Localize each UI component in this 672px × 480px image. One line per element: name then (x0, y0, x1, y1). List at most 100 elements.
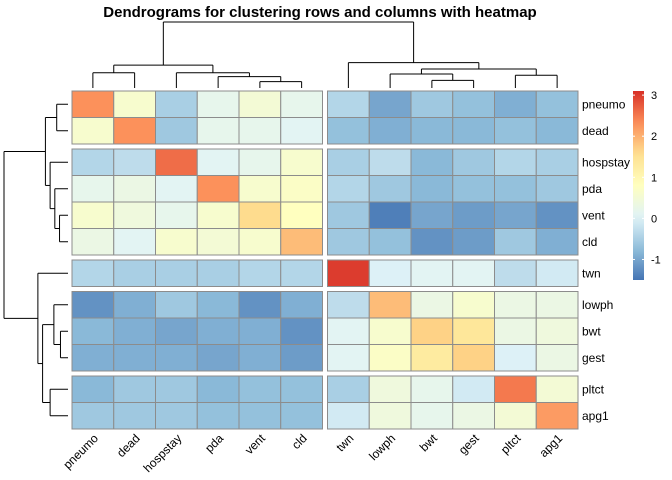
heatmap-cell (155, 375, 198, 403)
heatmap-cell (238, 90, 282, 118)
heatmap-cell (71, 259, 115, 287)
heatmap-cell (238, 317, 282, 345)
legend-tick-label: -1 (651, 254, 661, 266)
heatmap-cell (327, 228, 370, 256)
heatmap-cell (196, 402, 240, 430)
heatmap-cell (113, 117, 156, 145)
heatmap-cell (410, 117, 454, 145)
heatmap-cell (327, 90, 370, 118)
heatmap-cell (368, 117, 412, 145)
heatmap-cell (535, 175, 579, 203)
heatmap-cell (368, 90, 412, 118)
heatmap-cell (155, 291, 198, 319)
heatmap-cell (280, 148, 323, 176)
heatmap-cell (238, 148, 282, 176)
row-labels: pneumo dead hospstay pda vent cld twn lowph bwt g… (582, 97, 630, 423)
heatmap-cell (368, 317, 412, 345)
heatmap-cell (494, 228, 537, 256)
heatmap-cell (494, 375, 537, 403)
heatmap-cell (535, 402, 579, 430)
column-label: pneumo (60, 431, 101, 472)
heatmap-cell (155, 259, 198, 287)
heatmap-cell (327, 259, 370, 287)
heatmap-cell (327, 402, 370, 430)
row-label: gest (582, 351, 605, 365)
heatmap-cells (71, 90, 579, 430)
heatmap-cell (494, 148, 537, 176)
row-label: pda (582, 182, 602, 196)
heatmap-cell (71, 317, 115, 345)
heatmap-cell (452, 317, 495, 345)
heatmap-cell (452, 259, 495, 287)
legend-tick-label: 0 (651, 213, 657, 225)
heatmap-cell (196, 291, 240, 319)
row-label: bwt (582, 324, 601, 338)
heatmap-cell (113, 175, 156, 203)
heatmap-cell (280, 175, 323, 203)
column-label: bwt (417, 431, 441, 455)
heatmap-cell (238, 201, 282, 229)
heatmap-cell (196, 148, 240, 176)
heatmap-cell (238, 228, 282, 256)
heatmap-cell (368, 291, 412, 319)
heatmap-cell (535, 117, 579, 145)
heatmap-cell (71, 228, 115, 256)
legend-tick-label: 1 (651, 172, 657, 184)
heatmap-cell (196, 228, 240, 256)
heatmap-cell (494, 201, 537, 229)
heatmap-cell (196, 259, 240, 287)
heatmap-cell (155, 90, 198, 118)
row-label: vent (582, 208, 605, 222)
heatmap-cell (494, 291, 537, 319)
heatmap-cell (327, 291, 370, 319)
heatmap-cell (327, 201, 370, 229)
heatmap-cell (71, 375, 115, 403)
heatmap-cell (238, 375, 282, 403)
heatmap-cell (155, 117, 198, 145)
heatmap-cell (452, 201, 495, 229)
column-label: cld (289, 431, 310, 452)
column-label: lowph (366, 431, 398, 463)
heatmap-cell (155, 175, 198, 203)
heatmap-cell (327, 375, 370, 403)
heatmap-cell (280, 228, 323, 256)
heatmap-cell (196, 344, 240, 372)
row-label: pltct (582, 382, 605, 396)
heatmap-cell (113, 201, 156, 229)
heatmap-cell (113, 317, 156, 345)
heatmap-cell (113, 228, 156, 256)
heatmap-cell (410, 259, 454, 287)
legend-color-bar (633, 91, 644, 280)
column-label: gest (456, 431, 482, 457)
heatmap-cell (196, 201, 240, 229)
heatmap-cell (410, 148, 454, 176)
row-label: lowph (582, 298, 613, 312)
heatmap-cell (113, 148, 156, 176)
heatmap-cell (535, 201, 579, 229)
heatmap-cell (280, 201, 323, 229)
heatmap-cell (71, 201, 115, 229)
heatmap-cell (410, 90, 454, 118)
heatmap-cell (535, 90, 579, 118)
heatmap-cell (410, 402, 454, 430)
heatmap-cell (410, 375, 454, 403)
heatmap-cell (368, 201, 412, 229)
heatmap-cell (368, 175, 412, 203)
heatmap-cell (368, 375, 412, 403)
heatmap-cell (494, 344, 537, 372)
heatmap-cell (71, 148, 115, 176)
heatmap-cell (452, 344, 495, 372)
heatmap-cell (494, 317, 537, 345)
heatmap-cell (155, 344, 198, 372)
heatmap-cell (196, 175, 240, 203)
heatmap-cell (196, 117, 240, 145)
heatmap-cell (494, 175, 537, 203)
heatmap-cell (452, 148, 495, 176)
heatmap-cell (155, 402, 198, 430)
heatmap-cell (535, 375, 579, 403)
color-legend: 3 2 1 0 -1 (633, 90, 661, 280)
heatmap-cell (196, 317, 240, 345)
row-dendrogram (3, 103, 68, 417)
